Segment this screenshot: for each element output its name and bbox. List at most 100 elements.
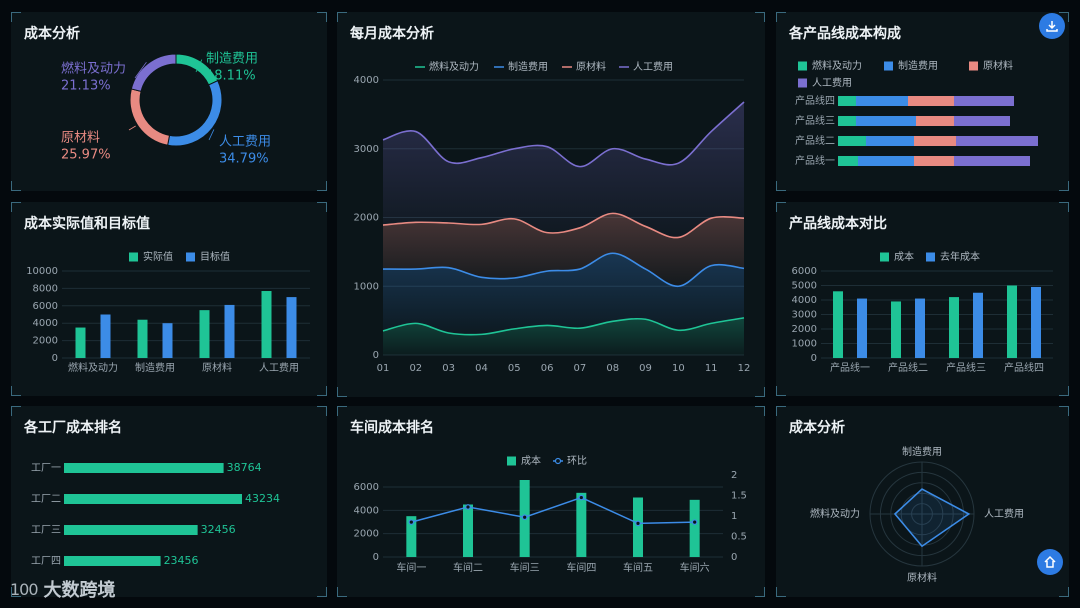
product-line-composition-panel: 各产品线成本构成 燃料及动力 制造费用 原材料 人工费用 产品线四 产品线三 产品线二 产品线… — [776, 12, 1069, 191]
actual-ytick: 2000 — [33, 336, 58, 347]
workshop-legend-swatch-dot — [554, 457, 562, 465]
workshop-line-point — [635, 520, 641, 527]
composition-legend-swatch — [969, 61, 978, 71]
factory-ytick: 工厂三 — [31, 525, 61, 536]
cost-radar-panel: 成本分析 制造费用 人工费用 原材料 燃料及动力 — [776, 406, 1069, 597]
factory-value-label: 23456 — [164, 554, 199, 567]
monthly-xtick: 03 — [442, 363, 455, 374]
monthly-ytick: 0 — [373, 350, 379, 361]
compare-bar — [1007, 285, 1017, 358]
monthly-legend-label: 人工费用 — [633, 60, 673, 73]
actual-legend-label: 实际值 — [143, 250, 173, 263]
actual-bar — [224, 304, 235, 358]
monthly-series-line — [382, 317, 745, 336]
workshop-combo-chart: 0 2000 4000 6000 0 0.5 1 1.5 2 车间一 车间二 车间三 车间四 车间五 车间六… — [354, 454, 747, 574]
radar-area — [893, 488, 971, 548]
composition-legend-label: 燃料及动力 — [812, 59, 862, 72]
monthly-xtick: 10 — [672, 363, 685, 374]
workshop-line — [411, 496, 695, 525]
workshop-bar — [576, 492, 587, 557]
panel-title: 每月成本分析 — [350, 26, 434, 42]
actual-bar — [100, 314, 111, 358]
monthly-xtick: 05 — [508, 363, 521, 374]
monthly-xtick: 07 — [574, 363, 587, 374]
workshop-ranking-panel: 车间成本排名 0 2000 4000 6000 0 0.5 1 1.5 2 车间一 车间二 车间三 车间… — [337, 406, 765, 597]
monthly-series-line — [382, 212, 745, 239]
product-line-compare-panel: 产品线成本对比 0 1000 2000 3000 4000 5000 6000 产品线一 产品线… — [776, 202, 1069, 396]
monthly-series-line — [382, 101, 745, 168]
factory-value-label: 38764 — [227, 461, 262, 474]
composition-bar-segment — [858, 156, 914, 166]
download-icon — [1046, 21, 1058, 32]
monthly-ytick: 4000 — [354, 75, 379, 86]
composition-legend-label: 原材料 — [983, 59, 1013, 72]
compare-ytick: 0 — [811, 353, 817, 364]
radar-indicator-label: 燃料及动力 — [810, 507, 860, 520]
donut-slice-name: 原材料 — [61, 131, 100, 146]
workshop-y2tick: 1.5 — [731, 491, 747, 502]
monthly-xtick: 09 — [639, 363, 652, 374]
compare-xtick: 产品线一 — [830, 361, 870, 374]
workshop-ytick: 4000 — [354, 505, 379, 516]
monthly-area-chart: 0 1000 2000 3000 4000 01 02 03 04 05 06 07 08 09 10 11 1… — [354, 60, 751, 374]
workshop-line-point — [521, 514, 528, 521]
donut-leader — [195, 59, 203, 73]
donut-slice-name: 制造费用 — [206, 52, 258, 67]
compare-legend-label: 成本 — [894, 250, 914, 263]
panel-title: 车间成本排名 — [350, 420, 434, 436]
workshop-legend-label: 环比 — [567, 455, 587, 467]
compare-ytick: 6000 — [792, 266, 817, 277]
monthly-xtick: 12 — [738, 363, 751, 374]
monthly-xtick: 06 — [541, 363, 554, 374]
radar-indicator-label: 制造费用 — [902, 445, 942, 458]
workshop-xtick: 车间三 — [510, 561, 540, 574]
workshop-bar — [463, 504, 473, 557]
compare-xtick: 产品线四 — [1004, 361, 1044, 374]
compare-ytick: 2000 — [792, 324, 817, 335]
donut-slice-label: 34.79% — [219, 152, 269, 167]
composition-legend-label: 人工费用 — [812, 76, 852, 89]
workshop-legend-swatch — [507, 456, 516, 466]
download-button[interactable] — [1039, 13, 1065, 39]
cost-analysis-donut-panel: 成本分析 制造费用 18.11% 人工费用 34.79% 原材料 25.97% 燃料及动力 2… — [11, 12, 327, 191]
home-button[interactable] — [1037, 549, 1063, 575]
factory-bar-chart: 工厂一 38764 工厂二 43234 工厂三 32456 工厂四 23456 — [31, 461, 280, 567]
composition-bar-segment — [838, 136, 866, 146]
actual-bar — [199, 310, 210, 358]
monthly-area-fill — [383, 317, 744, 355]
actual-bar — [286, 297, 297, 358]
composition-bar-segment — [954, 96, 1014, 106]
actual-legend-label: 目标值 — [200, 250, 230, 263]
panel-title: 成本分析 — [789, 420, 845, 436]
composition-bar-segment — [838, 156, 858, 166]
actual-xtick: 燃料及动力 — [68, 361, 118, 374]
donut-slice-name: 燃料及动力 — [61, 61, 126, 77]
monthly-series-line — [382, 252, 745, 288]
factory-ytick: 工厂二 — [31, 494, 61, 505]
workshop-bar — [689, 499, 700, 557]
compare-bar — [1031, 286, 1041, 358]
compare-legend-swatch — [880, 252, 889, 262]
compare-bar — [857, 298, 867, 358]
panel-title: 各产品线成本构成 — [789, 26, 901, 42]
compare-legend-label: 去年成本 — [940, 250, 980, 263]
workshop-ytick: 6000 — [354, 482, 379, 493]
monthly-legend-label: 制造费用 — [508, 60, 548, 73]
donut-slice-label: 25.97% — [61, 148, 111, 163]
workshop-xtick: 车间二 — [453, 561, 483, 574]
actual-ytick: 4000 — [33, 318, 58, 329]
workshop-xtick: 车间五 — [623, 561, 653, 574]
actual-target-bar-chart: 0 2000 4000 6000 8000 10000 燃料及动力 制造费用 原材料 人工费用 实际… — [26, 250, 310, 374]
factory-value-label: 43234 — [245, 492, 280, 505]
workshop-y2tick: 0 — [731, 552, 737, 563]
donut-slice — [167, 80, 223, 147]
logo-mark: 100 — [10, 579, 39, 599]
factory-bar — [64, 463, 224, 473]
workshop-line-point — [465, 504, 471, 510]
monthly-area-fill — [383, 213, 744, 287]
brand-logo: 100 大数跨境 — [10, 576, 116, 602]
workshop-ytick: 2000 — [354, 529, 379, 540]
donut-leader — [128, 125, 136, 131]
compare-bar — [915, 298, 925, 358]
